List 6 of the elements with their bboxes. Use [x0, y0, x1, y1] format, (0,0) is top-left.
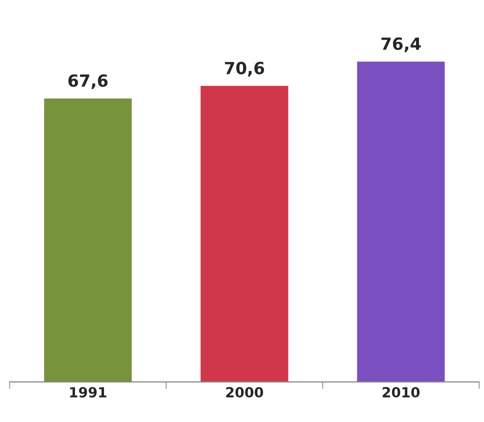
data-label: 70,6 [224, 62, 264, 76]
x-tick-label: 2010 [382, 387, 420, 398]
x-tick-label: 2000 [226, 387, 264, 398]
data-label: 76,4 [381, 37, 421, 52]
x-tick-label: 1991 [70, 387, 106, 398]
data-label: 67,6 [68, 74, 108, 90]
